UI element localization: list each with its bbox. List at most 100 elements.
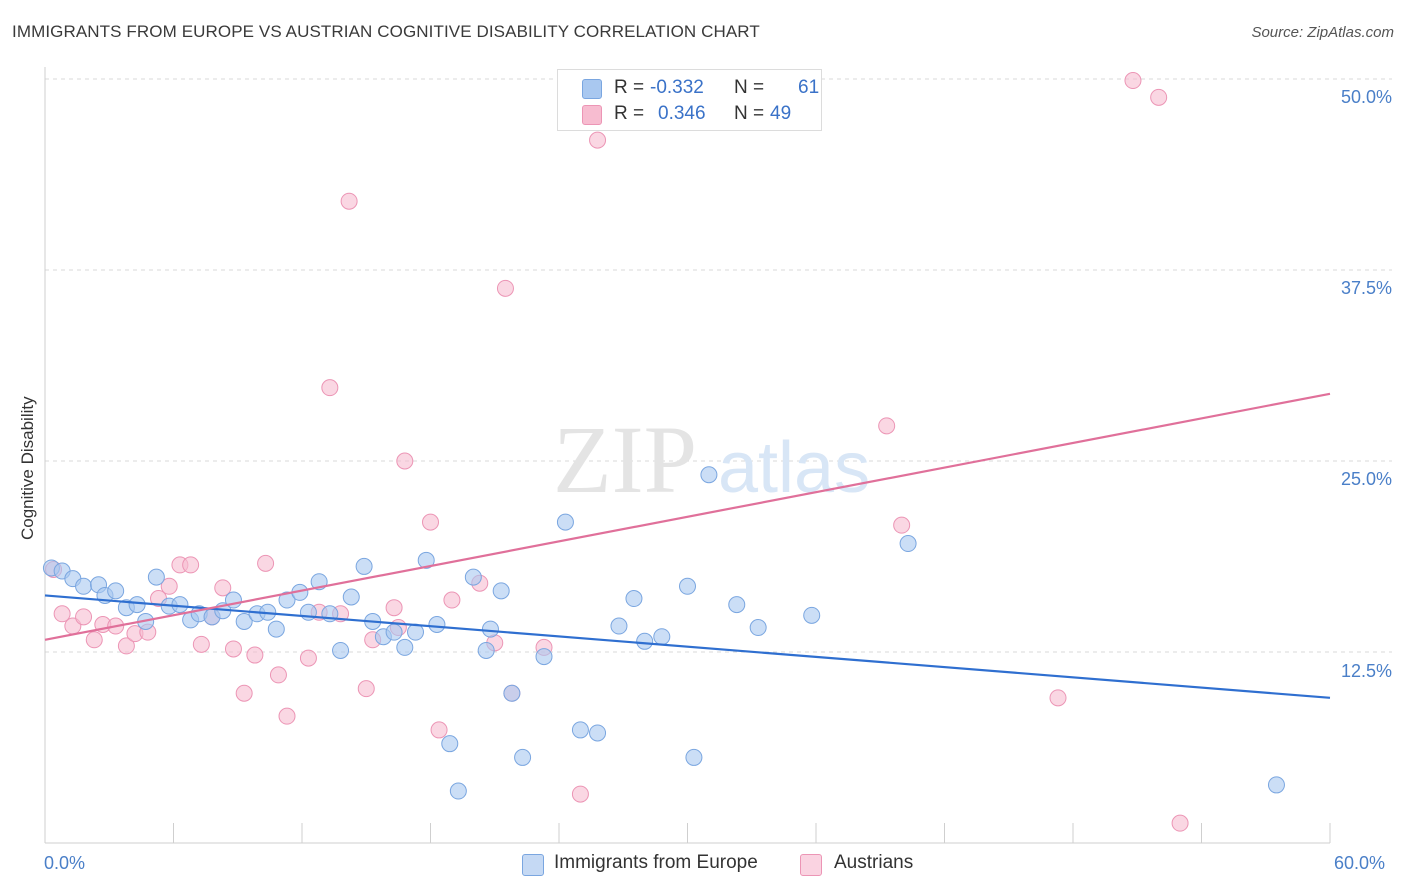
austrians-point bbox=[75, 608, 93, 626]
y-tick-label: 12.5% bbox=[1340, 661, 1392, 681]
austrians-point bbox=[571, 785, 589, 803]
austrians-point bbox=[278, 707, 296, 725]
austrians-point bbox=[1124, 72, 1142, 90]
bottom-legend-swatch-blue bbox=[522, 854, 544, 876]
austrians-point bbox=[224, 640, 242, 658]
austrians-point bbox=[589, 131, 607, 149]
legend-r-label: R = bbox=[614, 103, 645, 124]
y-axis-label: Cognitive Disability bbox=[18, 396, 37, 540]
austrians-point bbox=[1049, 689, 1067, 707]
y-tick-label: 25.0% bbox=[1340, 469, 1392, 489]
europe-point bbox=[728, 596, 746, 614]
europe-point bbox=[625, 590, 643, 608]
bottom-legend-label: Immigrants from Europe bbox=[554, 852, 758, 873]
europe-point bbox=[449, 782, 467, 800]
austrians-point bbox=[299, 649, 317, 667]
watermark-atlas: atlas bbox=[718, 428, 870, 508]
y-tick-label: 37.5% bbox=[1340, 278, 1392, 298]
europe-point bbox=[385, 623, 403, 641]
europe-trend-line bbox=[44, 594, 1331, 699]
austrians-point bbox=[496, 279, 514, 297]
austrians-point bbox=[878, 417, 896, 435]
austrians-point bbox=[117, 637, 135, 655]
austrians-point bbox=[357, 680, 375, 698]
axes bbox=[44, 67, 1331, 844]
europe-points bbox=[42, 466, 1285, 800]
austrians-point bbox=[422, 513, 439, 531]
legend-n-value: 49 bbox=[770, 103, 792, 124]
legend-r-value: 0.346 bbox=[658, 103, 706, 124]
europe-point bbox=[610, 617, 628, 635]
austrians-point bbox=[192, 635, 210, 653]
europe-point bbox=[342, 588, 360, 606]
legend-swatch-pink bbox=[582, 105, 602, 125]
europe-point bbox=[492, 582, 510, 600]
legend-n-label: N = bbox=[734, 103, 765, 124]
legend-r-value: -0.332 bbox=[650, 77, 704, 98]
europe-point bbox=[899, 535, 917, 553]
austrians-point bbox=[235, 684, 253, 702]
legend-n-value: 61 bbox=[798, 77, 820, 98]
legend-r-label: R = bbox=[614, 77, 645, 98]
legend-swatch-blue bbox=[582, 79, 602, 99]
watermark: ZIP atlas bbox=[553, 406, 870, 513]
austrians-point bbox=[1150, 88, 1168, 106]
austrians-point bbox=[321, 379, 339, 397]
chart-title: IMMIGRANTS FROM EUROPE VS AUSTRIAN COGNI… bbox=[12, 22, 760, 41]
austrians-point bbox=[1171, 814, 1189, 832]
y-tick-label: 50.0% bbox=[1340, 87, 1392, 107]
europe-point bbox=[147, 568, 165, 586]
europe-point bbox=[503, 684, 521, 702]
austrians-point bbox=[385, 599, 403, 617]
europe-point bbox=[396, 638, 414, 656]
europe-point bbox=[75, 577, 93, 595]
x-tick-label-max: 60.0% bbox=[1334, 853, 1386, 873]
europe-point bbox=[441, 735, 459, 753]
austrians-point bbox=[160, 577, 178, 595]
europe-point bbox=[171, 596, 189, 614]
austrians-point bbox=[443, 591, 461, 609]
europe-point bbox=[700, 466, 718, 484]
x-tick-label-min: 0.0% bbox=[44, 853, 86, 873]
watermark-zip: ZIP bbox=[553, 406, 697, 513]
austrians-point bbox=[85, 631, 103, 649]
austrians-point bbox=[257, 554, 275, 572]
bottom-legend-label: Austrians bbox=[834, 852, 914, 873]
europe-point bbox=[332, 641, 350, 659]
europe-point bbox=[589, 724, 607, 742]
europe-point bbox=[749, 619, 767, 637]
correlation-legend: R = -0.332 N = 61 R = 0.346 N = 49 bbox=[557, 69, 822, 131]
europe-point bbox=[556, 513, 574, 531]
europe-point bbox=[679, 577, 696, 595]
austrians-point bbox=[430, 721, 448, 739]
austrians-point bbox=[269, 666, 287, 684]
austrians-point bbox=[214, 579, 232, 597]
austrians-point bbox=[182, 556, 200, 574]
europe-point bbox=[107, 582, 125, 600]
europe-point bbox=[514, 748, 532, 766]
europe-point bbox=[571, 721, 589, 739]
austrians-point bbox=[246, 646, 264, 664]
europe-point bbox=[417, 551, 435, 569]
austrians-point bbox=[340, 192, 358, 210]
europe-point bbox=[1267, 776, 1285, 794]
europe-point bbox=[428, 615, 446, 633]
trend-lines bbox=[44, 392, 1331, 699]
europe-point bbox=[407, 623, 425, 641]
europe-point bbox=[278, 591, 296, 609]
europe-point bbox=[481, 620, 499, 638]
europe-point bbox=[535, 648, 553, 666]
gridlines bbox=[45, 78, 1392, 653]
europe-point bbox=[477, 641, 495, 659]
europe-point bbox=[803, 606, 821, 624]
europe-point bbox=[685, 748, 703, 766]
austrians-point bbox=[893, 516, 911, 534]
legend-n-label: N = bbox=[734, 77, 765, 98]
austrians-point bbox=[396, 452, 414, 470]
austrians-point bbox=[53, 605, 71, 623]
bottom-legend-swatch-pink bbox=[800, 854, 822, 876]
europe-point bbox=[267, 620, 285, 638]
europe-point bbox=[636, 632, 654, 650]
europe-point bbox=[355, 557, 373, 575]
